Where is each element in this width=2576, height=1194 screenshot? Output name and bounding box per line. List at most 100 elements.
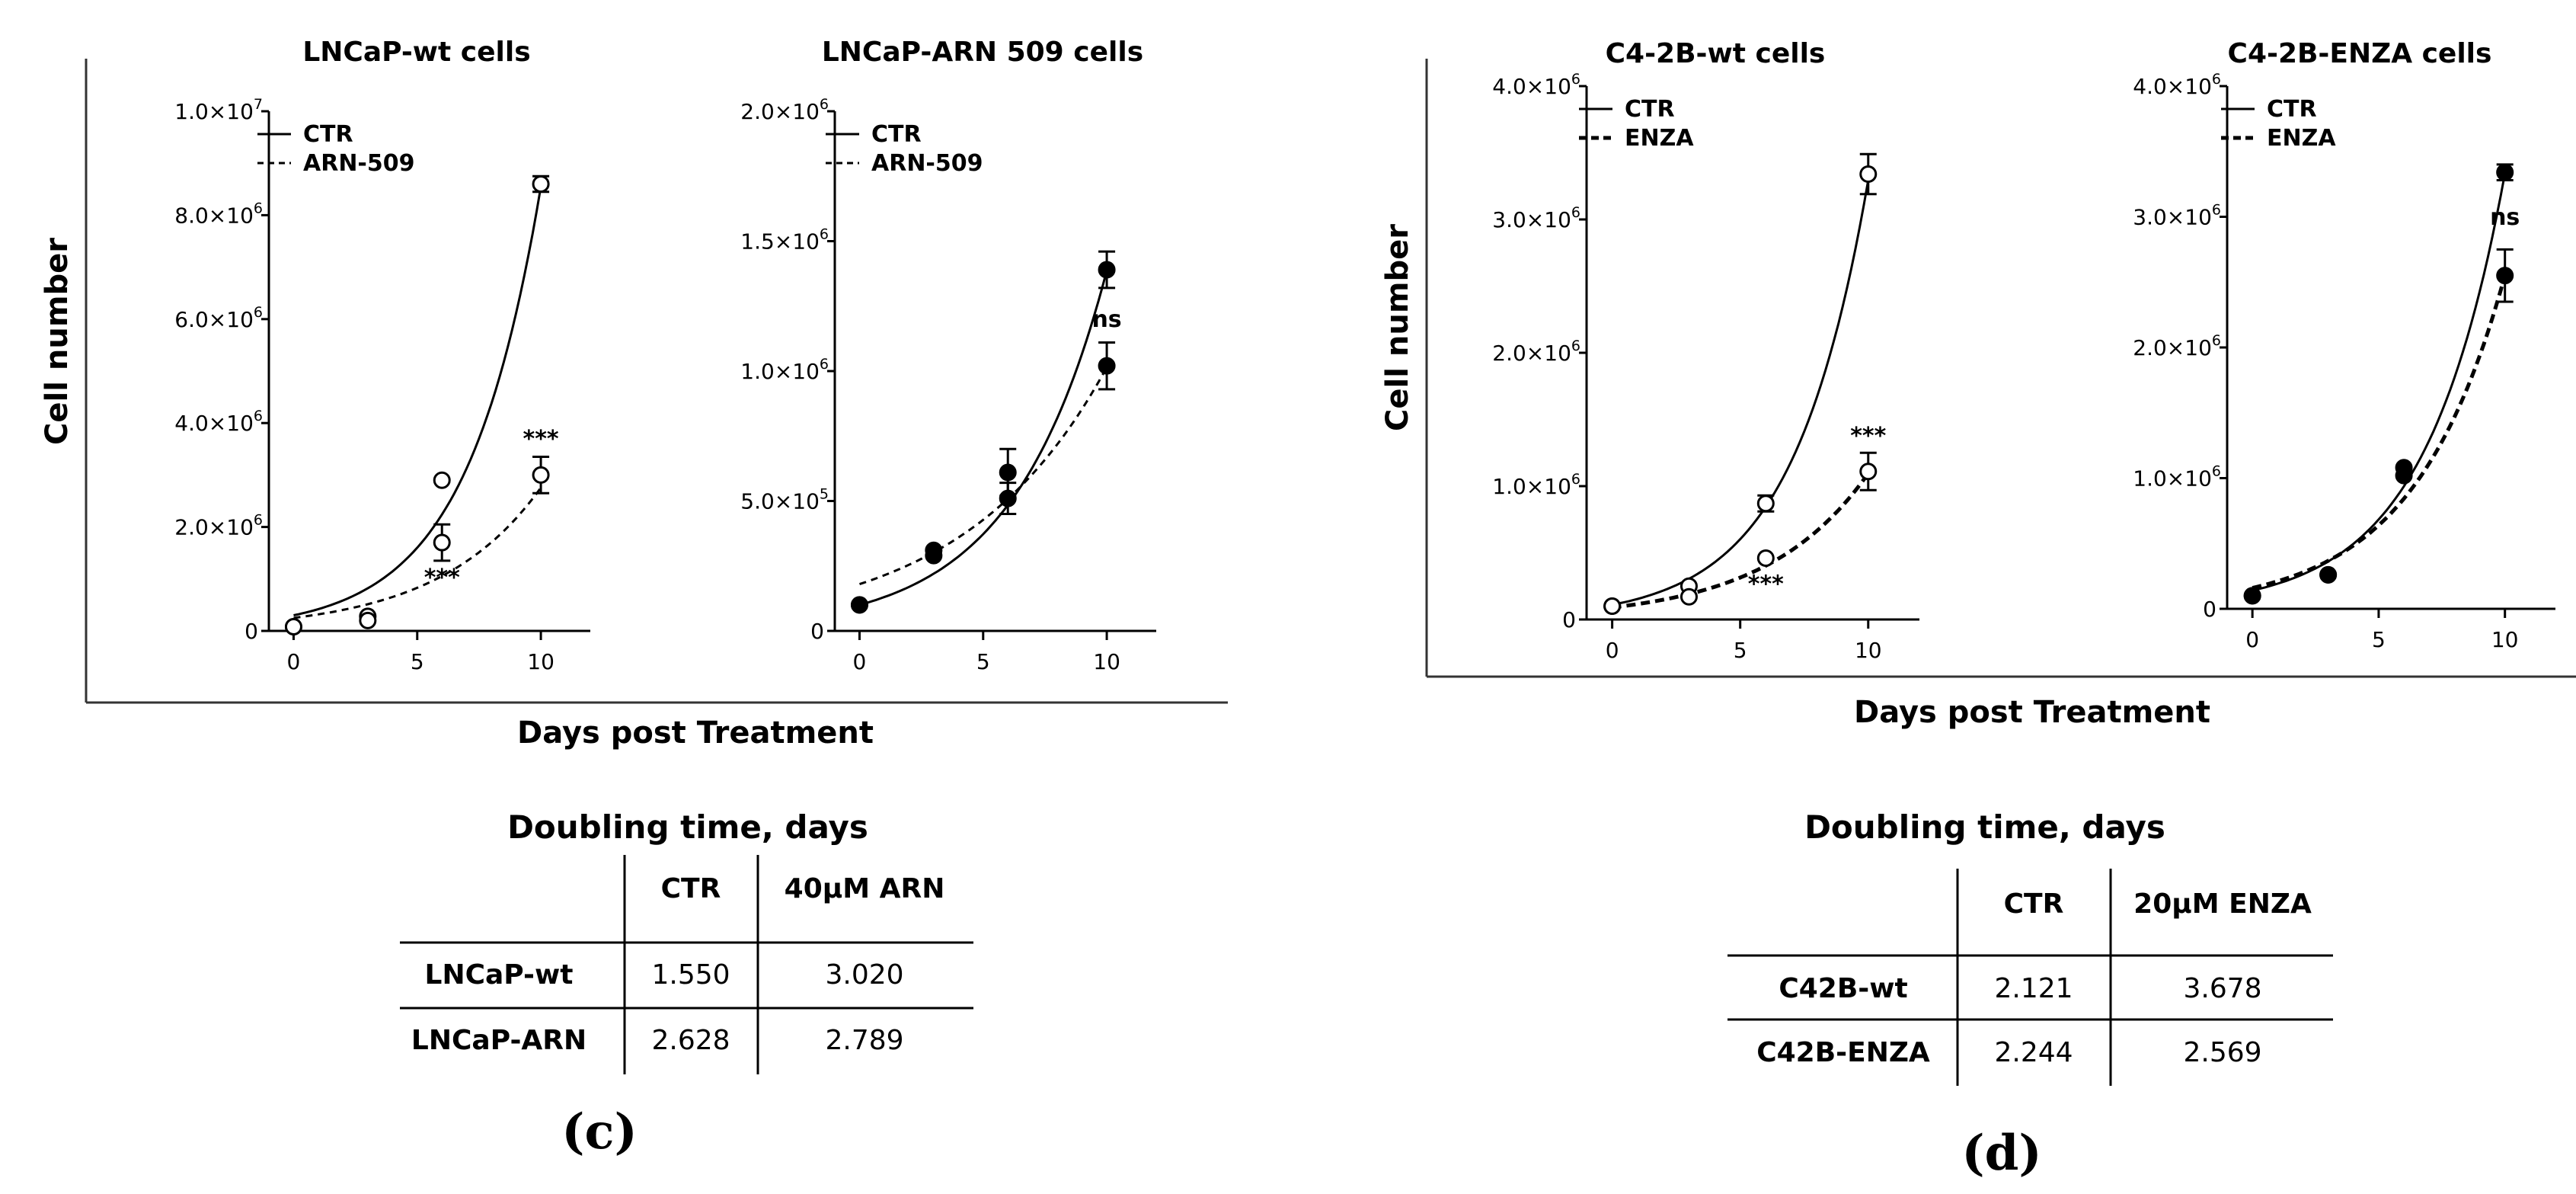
data-point xyxy=(1756,495,1775,513)
legend-label: ARN-509 xyxy=(303,150,415,177)
table-c-cell: 3.020 xyxy=(825,959,903,991)
y-tick-label: 1.0×107 xyxy=(174,96,263,124)
significance-label: *** xyxy=(1748,571,1784,597)
data-point xyxy=(2319,565,2338,584)
y-tick-exponent: 6 xyxy=(1571,204,1580,221)
y-tick-label: 1.0×106 xyxy=(740,356,829,384)
data-point xyxy=(532,466,550,484)
x-tick-label: 0 xyxy=(853,649,867,674)
chart-lncap-arn509: LNCaP-ARN 509 cells 0 5.0×105 1.0×106 1.5×10… xyxy=(740,37,1156,674)
y-tick-label: 2.0×106 xyxy=(2133,332,2221,360)
table-d-cell: 2.121 xyxy=(1994,973,2073,1004)
chart-c42b-wt: C4-2B-wt cells 0 1.0×106 2.0×106 3.0×106 4.0×… xyxy=(1492,38,1919,663)
y-axis-label-d: Cell number xyxy=(1380,224,1415,431)
table-d-cell: 3.678 xyxy=(2183,973,2261,1004)
data-point xyxy=(1098,357,1116,375)
table-c-title: Doubling time, days xyxy=(507,808,868,846)
data-point xyxy=(1756,549,1775,567)
table-d-header-enza: 20μM ENZA xyxy=(2133,888,2312,920)
y-tick-label: 3.0×106 xyxy=(2133,202,2221,230)
y-tick-label: 6.0×106 xyxy=(174,304,263,332)
y-tick-label: 8.0×106 xyxy=(174,200,263,228)
y-tick-label: 0 xyxy=(810,619,824,644)
legend-label: ENZA xyxy=(1625,125,1694,152)
y-tick-label: 0 xyxy=(244,619,258,644)
data-point xyxy=(2395,466,2413,485)
legend-label: CTR xyxy=(1625,96,1675,123)
y-tick-exponent: 6 xyxy=(1571,471,1580,488)
table-d-title: Doubling time, days xyxy=(1804,808,2165,846)
legend-label: CTR xyxy=(303,121,353,148)
y-tick-exponent: 6 xyxy=(2212,71,2221,88)
chart-title: LNCaP-ARN 509 cells xyxy=(822,37,1143,68)
x-tick-label: 10 xyxy=(2491,627,2519,652)
x-tick-label: 5 xyxy=(976,649,990,674)
table-d-cell: 2.569 xyxy=(2183,1037,2261,1068)
y-tick-label: 4.0×106 xyxy=(2133,71,2221,99)
y-tick-exponent: 6 xyxy=(254,408,263,424)
chart-c42b-enza: C4-2B-ENZA cells 0 1.0×106 2.0×106 3.0×106 4.… xyxy=(2133,38,2555,652)
x-tick-label: 10 xyxy=(527,649,555,674)
fit-curve xyxy=(2252,274,2507,591)
y-tick-exponent: 6 xyxy=(2212,463,2221,480)
table-d-cell: 2.244 xyxy=(1994,1037,2073,1068)
data-point xyxy=(1098,261,1116,279)
fit-curve xyxy=(859,270,1108,607)
panel-label-d: (d) xyxy=(1961,1125,2041,1182)
y-tick-label: 0 xyxy=(1562,607,1576,632)
chart-lncap-wt: LNCaP-wt cells 0 2.0×106 4.0×106 6.0×106 8.0×… xyxy=(174,37,590,674)
data-point xyxy=(359,611,377,629)
fit-curve xyxy=(1612,179,1870,607)
table-c-cell: 2.628 xyxy=(651,1025,730,1056)
table-c-cell: 1.550 xyxy=(651,959,730,991)
fit-curve xyxy=(293,186,542,616)
data-point xyxy=(850,596,868,614)
y-tick-label: 1.5×106 xyxy=(740,226,829,254)
legend-label: CTR xyxy=(2267,96,2317,123)
y-tick-label: 2.0×106 xyxy=(1492,338,1580,366)
x-tick-label: 5 xyxy=(411,649,424,674)
x-axis-label-d: Days post Treatment xyxy=(1854,695,2210,730)
y-tick-label: 1.0×106 xyxy=(2133,463,2221,491)
data-point xyxy=(2496,163,2514,181)
table-d-row-label: C42B-wt xyxy=(1779,973,1907,1004)
data-point xyxy=(925,541,943,559)
table-c: Doubling time, days CTR 40μM ARN LNCaP-w… xyxy=(400,808,973,1074)
y-tick-exponent: 6 xyxy=(2212,202,2221,219)
y-tick-label: 4.0×106 xyxy=(1492,71,1580,99)
significance-label: ns xyxy=(2490,204,2520,231)
y-tick-label: 2.0×106 xyxy=(174,512,263,540)
significance-label: *** xyxy=(424,565,460,591)
y-tick-exponent: 6 xyxy=(2212,332,2221,349)
y-tick-exponent: 6 xyxy=(1571,338,1580,354)
y-tick-exponent: 6 xyxy=(820,96,829,113)
y-tick-exponent: 7 xyxy=(254,96,263,113)
data-point xyxy=(1859,463,1878,481)
data-point xyxy=(999,463,1017,482)
significance-label: ns xyxy=(1091,306,1121,333)
data-point xyxy=(532,174,550,193)
table-c-row-label: LNCaP-ARN xyxy=(411,1025,586,1056)
significance-label: *** xyxy=(1850,423,1886,450)
y-tick-exponent: 6 xyxy=(254,304,263,321)
y-tick-label: 0 xyxy=(2203,597,2216,622)
chart-title: LNCaP-wt cells xyxy=(302,37,530,68)
table-c-row-label: LNCaP-wt xyxy=(425,959,574,991)
x-axis-label-c: Days post Treatment xyxy=(517,715,874,751)
x-tick-label: 10 xyxy=(1855,638,1882,663)
table-c-header-arn: 40μM ARN xyxy=(785,873,945,904)
fit-curve xyxy=(859,367,1108,586)
table-d: Doubling time, days CTR 20μM ENZA C42B-w… xyxy=(1727,808,2333,1086)
data-point xyxy=(1859,165,1878,183)
table-d-header-ctr: CTR xyxy=(2004,888,2064,920)
fit-curve xyxy=(293,487,542,619)
x-tick-label: 5 xyxy=(1734,638,1747,663)
chart-title: C4-2B-wt cells xyxy=(1606,38,1826,69)
y-axis-label-c: Cell number xyxy=(40,238,75,445)
table-c-cell: 2.789 xyxy=(825,1025,903,1056)
table-d-row-label: C42B-ENZA xyxy=(1756,1037,1930,1068)
x-tick-label: 5 xyxy=(2372,627,2386,652)
fit-curve xyxy=(2252,173,2507,592)
legend-label: ENZA xyxy=(2267,125,2336,152)
y-tick-exponent: 6 xyxy=(820,226,829,243)
